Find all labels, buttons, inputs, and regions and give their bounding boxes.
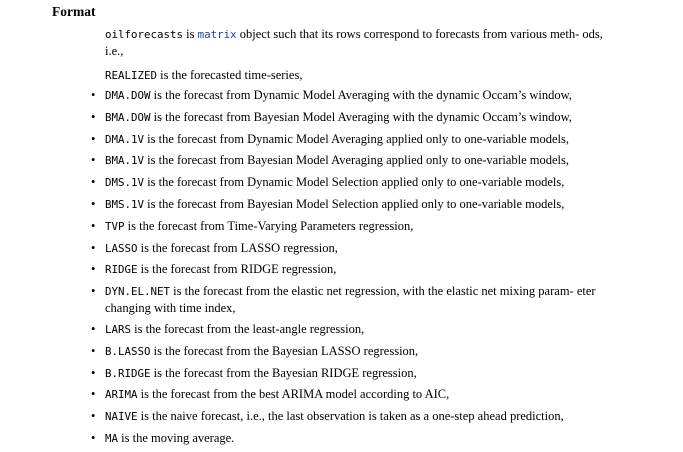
bullet-icon: • <box>91 196 96 211</box>
method-description: is the moving average. <box>118 430 235 445</box>
method-code: BMS.1V <box>105 197 145 211</box>
format-intro-paragraph: oilforecasts is matrix object such that … <box>105 26 605 60</box>
bullet-icon: • <box>91 218 96 233</box>
list-item: • DMS.1V is the forecast from Dynamic Mod… <box>87 174 617 191</box>
bullet-icon: • <box>91 365 96 380</box>
method-code: NAIVE <box>105 410 138 424</box>
matrix-link[interactable]: matrix <box>197 28 237 41</box>
list-item: • BMA.DOW is the forecast from Bayesian M… <box>87 109 617 126</box>
method-code: BMA.DOW <box>105 110 151 124</box>
list-item: • LARS is the forecast from the least-ang… <box>87 321 617 338</box>
list-item: • BMA.1V is the forecast from Bayesian Mo… <box>87 152 617 169</box>
realized-description: REALIZED is the forecasted time-series, <box>105 67 302 84</box>
list-item: • B.LASSO is the forecast from the Bayesi… <box>87 343 617 360</box>
method-description: is the forecast from the elastic net reg… <box>105 284 596 316</box>
bullet-icon: • <box>91 387 96 402</box>
intro-rest-text: object such that its rows correspond to … <box>105 27 603 58</box>
bullet-icon: • <box>91 109 96 124</box>
method-description: is the forecast from the Bayesian RIDGE … <box>150 365 417 380</box>
method-code: B.LASSO <box>105 344 151 358</box>
method-code: RIDGE <box>105 263 138 277</box>
forecast-methods-list: • DMA.DOW is the forecast from Dynamic Mo… <box>87 87 617 452</box>
method-code: ARIMA <box>105 388 138 402</box>
method-description: is the forecast from the best ARIMA mode… <box>137 387 450 402</box>
bullet-icon: • <box>91 262 96 277</box>
list-item: • B.RIDGE is the forecast from the Bayesi… <box>87 365 617 382</box>
list-item: • LASSO is the forecast from LASSO regres… <box>87 240 617 257</box>
bullet-icon: • <box>91 321 96 336</box>
bullet-icon: • <box>91 343 96 358</box>
method-code: DYN.EL.NET <box>105 285 171 299</box>
list-item: • NAIVE is the naive forecast, i.e., the … <box>87 408 617 425</box>
list-item: • ARIMA is the forecast from the best ARI… <box>87 386 617 403</box>
list-item: • DMA.DOW is the forecast from Dynamic Mo… <box>87 87 617 104</box>
realized-code: REALIZED <box>105 69 158 82</box>
intro-is-text: is <box>183 27 198 41</box>
method-code: LASSO <box>105 241 138 255</box>
method-code: TVP <box>105 219 125 233</box>
method-description: is the forecast from Time-Varying Parame… <box>124 218 414 233</box>
method-description: is the forecast from Dynamic Model Selec… <box>144 175 565 190</box>
bullet-icon: • <box>91 409 96 424</box>
method-description: is the forecast from Bayesian Model Aver… <box>150 109 572 124</box>
bullet-icon: • <box>91 131 96 146</box>
method-code: MA <box>105 431 119 445</box>
method-description: is the forecast from Bayesian Model Aver… <box>144 153 570 168</box>
method-description: is the forecast from Dynamic Model Avera… <box>150 88 572 102</box>
bullet-icon: • <box>91 284 96 299</box>
method-code: DMS.1V <box>105 176 145 190</box>
list-item: • MA is the moving average. <box>87 430 617 447</box>
section-title-format: Format <box>52 4 96 19</box>
method-description: is the forecast from Dynamic Model Avera… <box>144 131 570 146</box>
method-description: is the forecast from the least-angle reg… <box>131 321 365 336</box>
list-item: • DMA.1V is the forecast from Dynamic Mod… <box>87 131 617 148</box>
bullet-icon: • <box>91 240 96 255</box>
list-item: • BMS.1V is the forecast from Bayesian Mo… <box>87 196 617 213</box>
method-code: DMA.DOW <box>105 89 151 102</box>
dataset-name-code: oilforecasts <box>105 28 184 41</box>
bullet-icon: • <box>91 88 96 102</box>
method-code: LARS <box>105 322 132 336</box>
bullet-icon: • <box>91 430 96 445</box>
method-code: BMA.1V <box>105 154 145 168</box>
bullet-icon: • <box>91 175 96 190</box>
method-description: is the forecast from Bayesian Model Sele… <box>144 196 565 211</box>
list-item: • DYN.EL.NET is the forecast from the ela… <box>87 283 617 316</box>
method-description: is the forecast from RIDGE regression, <box>137 262 337 277</box>
realized-desc-text: is the forecasted time-series, <box>157 68 303 82</box>
method-description: is the naive forecast, i.e., the last ob… <box>137 409 564 424</box>
list-item: • RIDGE is the forecast from RIDGE regres… <box>87 261 617 278</box>
method-description: is the forecast from LASSO regression, <box>137 240 338 255</box>
method-code: B.RIDGE <box>105 366 151 380</box>
bullet-icon: • <box>91 153 96 168</box>
method-description: is the forecast from the Bayesian LASSO … <box>150 343 419 358</box>
list-item: • TVP is the forecast from Time-Varying P… <box>87 218 617 235</box>
method-code: DMA.1V <box>105 132 145 146</box>
